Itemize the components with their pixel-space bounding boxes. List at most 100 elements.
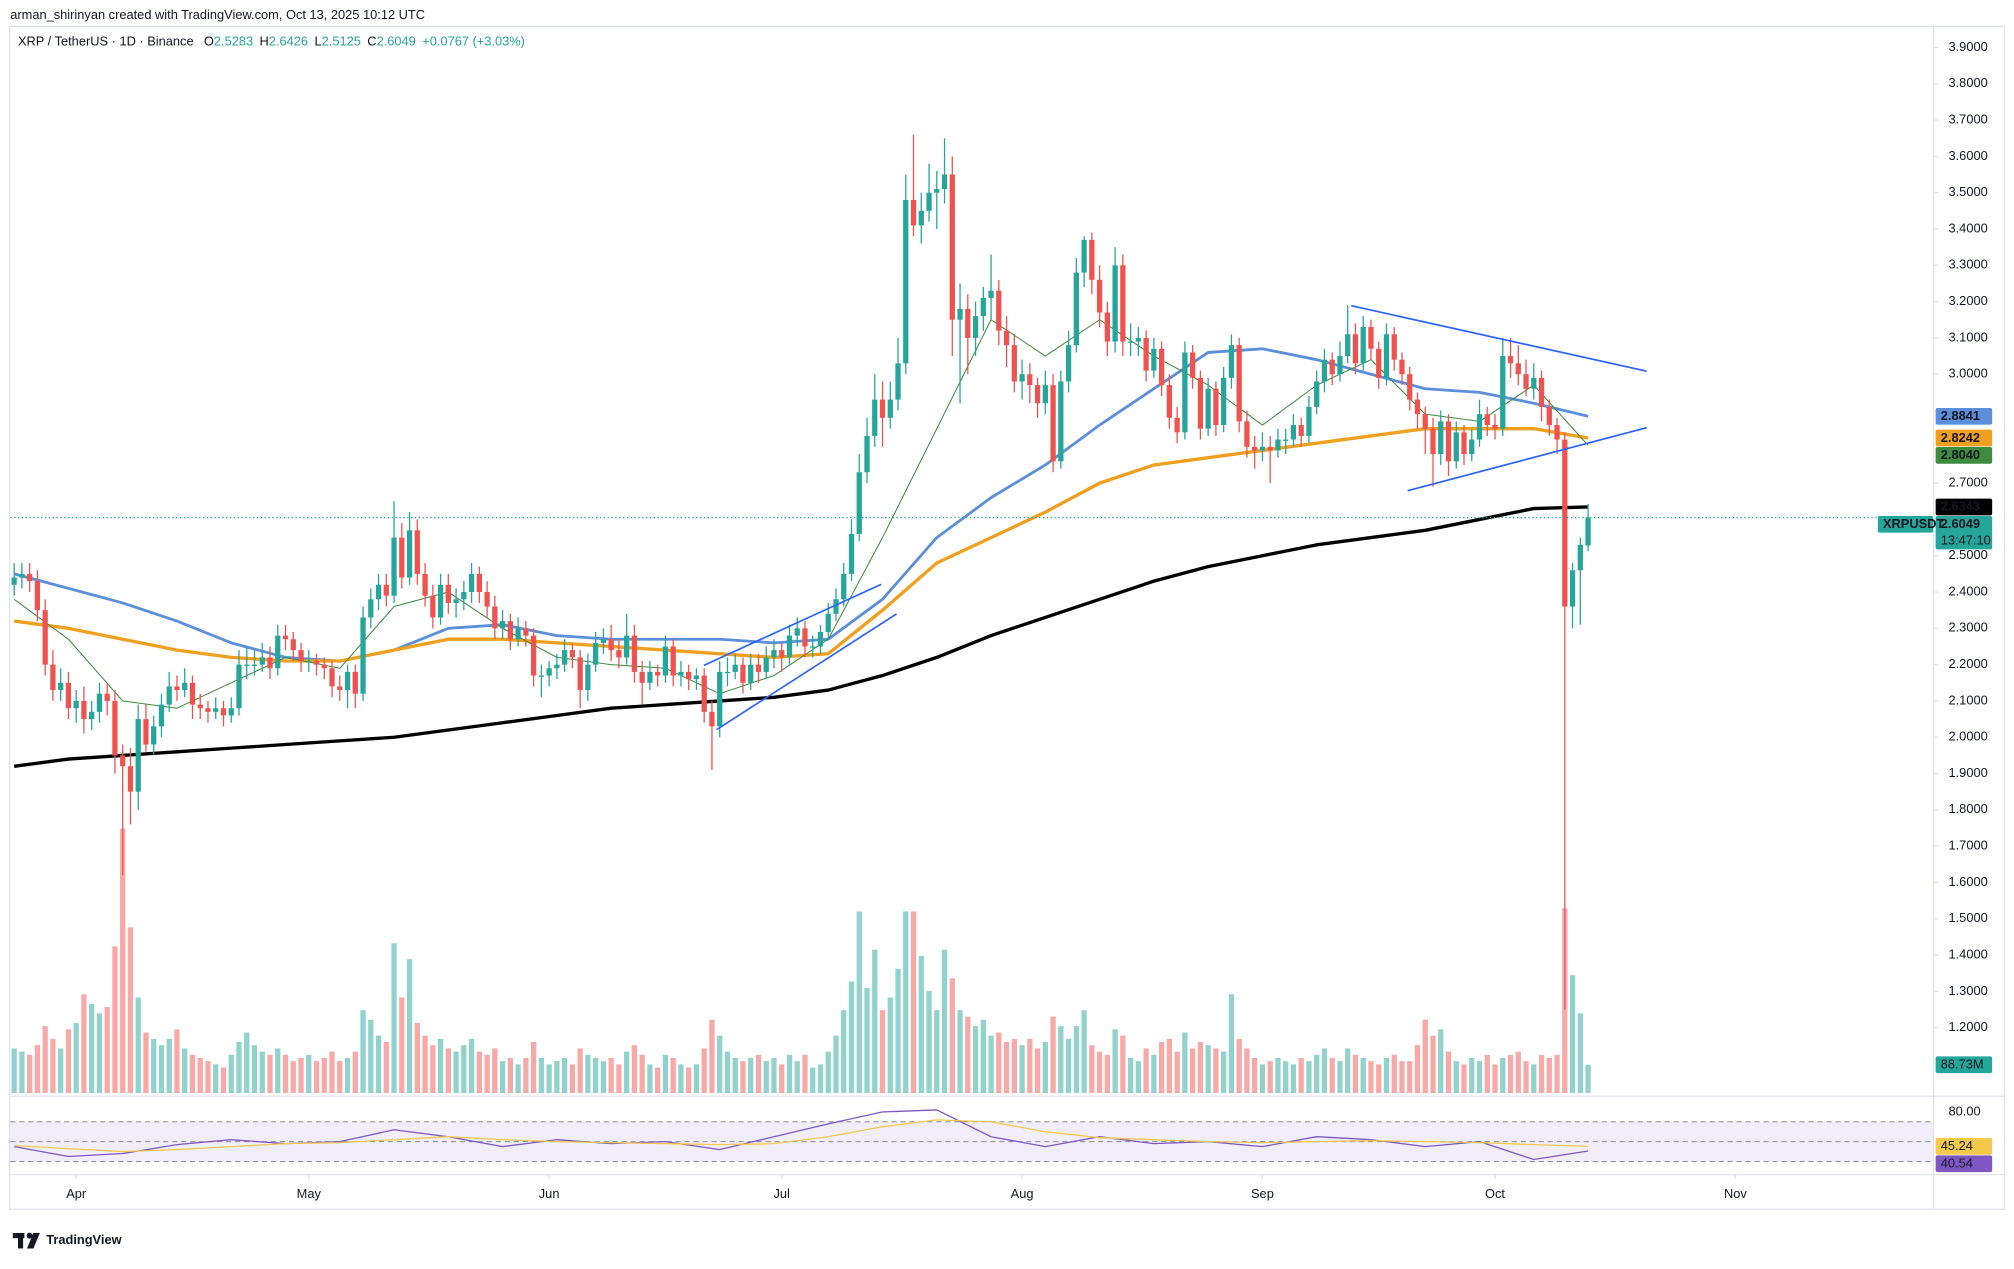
volume-bar	[1089, 1045, 1095, 1094]
volume-bar	[50, 1038, 56, 1094]
y-tick-label: 1.2000	[1948, 1019, 1987, 1034]
volume-bar	[833, 1035, 839, 1094]
volume-bar	[686, 1067, 692, 1094]
candle-body	[461, 592, 467, 600]
volume-bar	[383, 1042, 389, 1094]
candle-body	[290, 639, 296, 651]
volume-bar	[918, 956, 924, 1094]
logo-shape	[26, 1233, 40, 1249]
candle-body	[375, 584, 382, 600]
y-tick-label: 3.6000	[1948, 148, 1987, 163]
volume-bar	[624, 1051, 630, 1094]
candle-body	[1027, 374, 1033, 386]
volume-bar	[120, 828, 126, 1094]
candle-body	[391, 537, 397, 596]
volume-bar	[236, 1042, 242, 1094]
candle-body	[786, 635, 793, 658]
volume-bar	[127, 927, 134, 1094]
volume-bar	[430, 1045, 436, 1094]
volume-bar	[1003, 1042, 1010, 1094]
y-tick-label: 1.4000	[1948, 946, 1987, 961]
volume-bar	[910, 911, 917, 1094]
volume-bar	[546, 1064, 552, 1094]
candle-body	[972, 316, 979, 338]
countdown: 13:47:10	[1941, 532, 1991, 547]
y-tick-label: 2.1000	[1948, 692, 1987, 707]
volume-bar	[616, 1064, 622, 1094]
candle-body	[949, 174, 955, 320]
volume-bar	[189, 1054, 196, 1094]
last-price-badge	[1935, 515, 1993, 550]
candle-body	[1034, 385, 1041, 404]
ma-badge	[1935, 498, 1993, 516]
candle-body	[321, 664, 327, 669]
candle-body	[662, 646, 669, 676]
volume-bar	[1492, 1064, 1498, 1094]
volume-bar	[631, 1045, 638, 1094]
candle-body	[794, 628, 800, 636]
candle-body	[73, 700, 79, 709]
volume-bar	[58, 1048, 64, 1094]
candle-body	[1197, 377, 1204, 429]
candle-body	[1151, 348, 1157, 371]
candle-body	[616, 650, 622, 658]
last-price-badge-text: 2.6049	[1941, 516, 1980, 531]
volume-bar	[949, 978, 955, 1094]
volume-bar	[213, 1064, 219, 1094]
candle-body	[748, 664, 754, 683]
candle-body	[678, 671, 684, 676]
volume-bar	[484, 1054, 490, 1094]
candle-body	[507, 621, 513, 640]
y-tick-label: 3.0000	[1948, 366, 1987, 381]
y-tick-label: 3.3000	[1948, 257, 1987, 272]
x-tick-label: Nov	[1724, 1186, 1747, 1201]
badge-layer: 2.8841 2.8242 2.8040 2.6343 2.604913:47:10XR…	[1877, 407, 1993, 1074]
candle-body	[174, 686, 180, 691]
candle-body	[1135, 337, 1142, 342]
change: +0.0767 (+3.03%)	[422, 34, 525, 49]
candle-body	[42, 610, 48, 665]
candle-body	[1298, 425, 1304, 436]
rsi-tick-label: 80.00	[1948, 1103, 1980, 1118]
candle-body	[1290, 425, 1297, 440]
candle-body	[810, 646, 816, 648]
candle-body	[903, 199, 909, 364]
logo-mark	[12, 1232, 40, 1249]
volume-bar	[864, 987, 870, 1094]
volume-bar	[1027, 1038, 1033, 1094]
candle-body	[337, 686, 343, 691]
ohlc-label: H	[260, 34, 269, 49]
ma-badge	[1935, 429, 1993, 447]
candle-body	[1461, 432, 1467, 455]
candle-body	[135, 719, 141, 792]
volume-bar	[1143, 1048, 1149, 1094]
volume-bar	[662, 1054, 669, 1094]
candle-body	[220, 708, 227, 716]
volume-bar	[220, 1067, 227, 1094]
candle-body	[1407, 374, 1413, 400]
volume-bar	[406, 959, 413, 1094]
volume-bar	[1469, 1057, 1475, 1094]
volume-bar	[1523, 1061, 1529, 1094]
volume-bar	[298, 1057, 304, 1094]
ohlc-value: 2.5125	[322, 34, 361, 49]
candle-body	[879, 399, 886, 418]
volume-bar	[414, 1022, 420, 1094]
volume-bar	[957, 1010, 963, 1094]
symbol-badge	[1877, 515, 1934, 533]
volume-bar	[1314, 1054, 1320, 1094]
candle-body	[453, 599, 459, 603]
candle-body	[1089, 239, 1095, 280]
volume-bar	[1430, 1035, 1436, 1094]
candle-body	[802, 628, 808, 647]
rsi-layer: 80.00 45.24 40.54	[10, 1103, 1993, 1173]
volume-badge-text: 88.73M	[1941, 1057, 1984, 1072]
candle-body	[1190, 352, 1196, 378]
symbol-badge-text: XRPUSDT	[1883, 516, 1944, 531]
volume-bar	[732, 1057, 738, 1094]
candle-body	[538, 675, 545, 677]
volume-bar	[1500, 1057, 1506, 1094]
candle-body	[445, 584, 451, 603]
volume-bar	[1151, 1054, 1157, 1094]
volume-bar	[965, 1016, 971, 1094]
